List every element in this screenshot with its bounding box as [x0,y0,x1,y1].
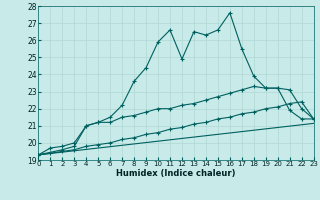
X-axis label: Humidex (Indice chaleur): Humidex (Indice chaleur) [116,169,236,178]
